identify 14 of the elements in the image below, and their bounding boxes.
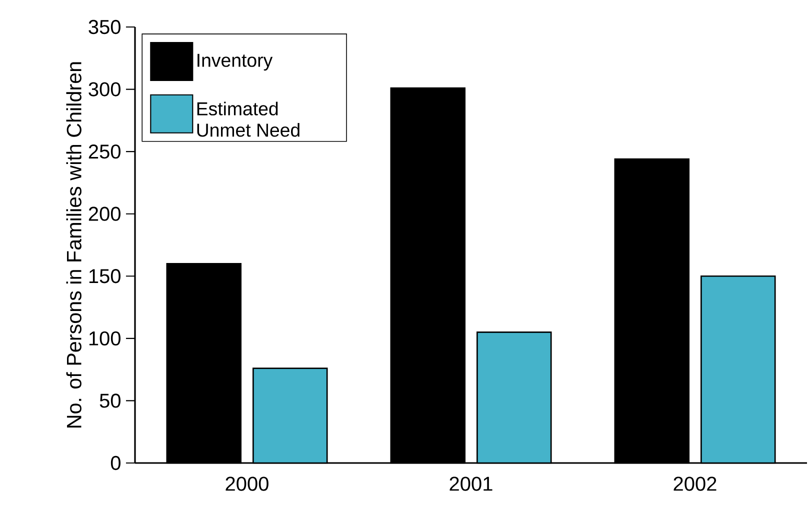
x-tick-label: 2001: [450, 476, 492, 491]
y-tick-label: 250: [88, 144, 120, 159]
y-axis-title: No. of Persons in Families with Children: [66, 62, 82, 428]
y-tick-label: 100: [89, 331, 120, 346]
y-tick-label: 150: [89, 269, 120, 284]
y-tick-label: 0: [110, 456, 120, 470]
legend-label: Inventory: [198, 54, 273, 71]
y-tick-label: 300: [88, 82, 120, 96]
x-tick-label: 2000: [226, 476, 268, 491]
x-tick-label: 2002: [674, 476, 716, 491]
y-tick-label: 350: [88, 20, 120, 34]
y-tick-label: 200: [88, 206, 120, 221]
y-tick-label: 50: [100, 394, 120, 408]
legend-label: Estimated Unmet Need: [197, 102, 300, 137]
